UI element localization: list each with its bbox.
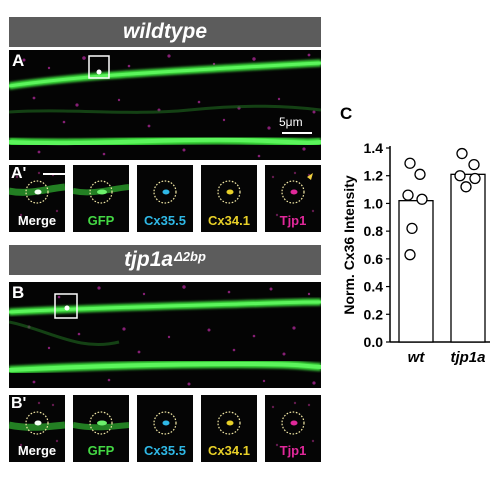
channel-tile-image — [217, 411, 241, 435]
channel-label: Cx34.1 — [208, 213, 250, 228]
y-tick-label: 1.0 — [364, 195, 384, 211]
data-point — [454, 170, 466, 182]
channel-tile-image — [153, 180, 177, 204]
y-tick-label: 1.4 — [364, 140, 384, 156]
row-label: B' — [11, 395, 27, 412]
wildtype-micrograph-image — [9, 53, 321, 158]
mutant-banner-text: tjp1a — [124, 248, 174, 271]
channel-tile-cx35-5: Cx35.5 — [137, 395, 193, 462]
mutant-banner: tjp1a Δ2bp — [9, 245, 321, 275]
channel-tile-image — [73, 180, 129, 204]
x-tick-label: wt — [408, 349, 426, 366]
channel-tile-image — [217, 180, 241, 204]
y-tick-label: 0.6 — [364, 251, 384, 267]
y-axis-label: Norm. Cx36 Intensity — [341, 175, 357, 314]
channel-tile-image — [271, 401, 315, 447]
channel-label: Merge — [17, 443, 57, 458]
intensity-chart-svg: 0.0 0.2 0.4 0.6 0.8 1.0 1.2 1.4 Norm. Cx36 Inten… — [341, 140, 490, 366]
channel-tile-image — [9, 401, 65, 447]
y-tick-label: 0.8 — [364, 223, 384, 239]
mutant-banner-superscript: Δ2bp — [174, 248, 206, 264]
channel-tile-cx35-5: Cx35.5 — [137, 165, 193, 232]
panel-label-b: B — [12, 283, 25, 302]
data-point — [416, 193, 428, 205]
wildtype-banner-text: wildtype — [122, 20, 207, 43]
y-tick-label: 0.4 — [364, 279, 384, 295]
channel-tile-cx34-1: Cx34.1 — [201, 165, 257, 232]
row-label: A' — [11, 165, 27, 182]
intensity-chart: 0.0 0.2 0.4 0.6 0.8 1.0 1.2 1.4 Norm. Cx36 Inten… — [340, 130, 500, 410]
channel-label: Tjp1 — [279, 443, 307, 458]
scale-bar-label: 5μm — [279, 115, 303, 129]
channel-tile-gfp: GFP — [73, 165, 129, 232]
arrowhead-icon — [307, 173, 313, 180]
y-tick-label: 0.2 — [364, 306, 384, 322]
channel-tile-merge: Merge A' — [9, 165, 65, 232]
data-point — [469, 172, 481, 185]
channel-tile-cx34-1: Cx34.1 — [201, 395, 257, 462]
channel-tile-tjp1: Tjp1 — [265, 395, 321, 462]
data-point — [456, 147, 468, 160]
data-point — [404, 249, 416, 261]
data-point — [402, 189, 414, 201]
bar-tjp1a — [450, 173, 486, 343]
channel-label: Merge — [17, 213, 57, 228]
channel-tile-tjp1: Tjp1 — [265, 165, 321, 232]
channel-tile-merge: Merge B' — [9, 395, 65, 462]
channel-label: GFP — [87, 443, 115, 458]
channel-label: Tjp1 — [279, 213, 307, 228]
data-point — [414, 168, 426, 180]
channel-label: Cx35.5 — [144, 443, 186, 458]
data-point — [468, 158, 480, 171]
x-tick-label: tjp1a — [450, 349, 485, 366]
channel-tile-image — [9, 171, 65, 217]
channel-tile-image — [73, 411, 129, 435]
mutant-micrograph-image — [9, 285, 321, 386]
channel-tile-image — [271, 171, 315, 217]
channel-label: GFP — [87, 213, 115, 228]
wildtype-micrograph: A 5μm — [9, 50, 321, 160]
data-point — [404, 157, 416, 169]
channel-label: Cx35.5 — [144, 213, 186, 228]
channel-label: Cx34.1 — [208, 443, 250, 458]
panel-label-c: C — [340, 104, 353, 123]
channel-tile-gfp: GFP — [73, 395, 129, 462]
y-tick-label: 0.0 — [364, 334, 384, 350]
data-point — [460, 181, 472, 193]
wildtype-banner: wildtype — [9, 17, 321, 47]
channel-tile-image — [153, 411, 177, 435]
mutant-micrograph: B — [9, 282, 321, 388]
data-point — [406, 222, 418, 235]
y-tick-label: 1.2 — [364, 168, 384, 184]
panel-label-a: A — [12, 51, 25, 70]
bar-wt — [398, 200, 434, 343]
